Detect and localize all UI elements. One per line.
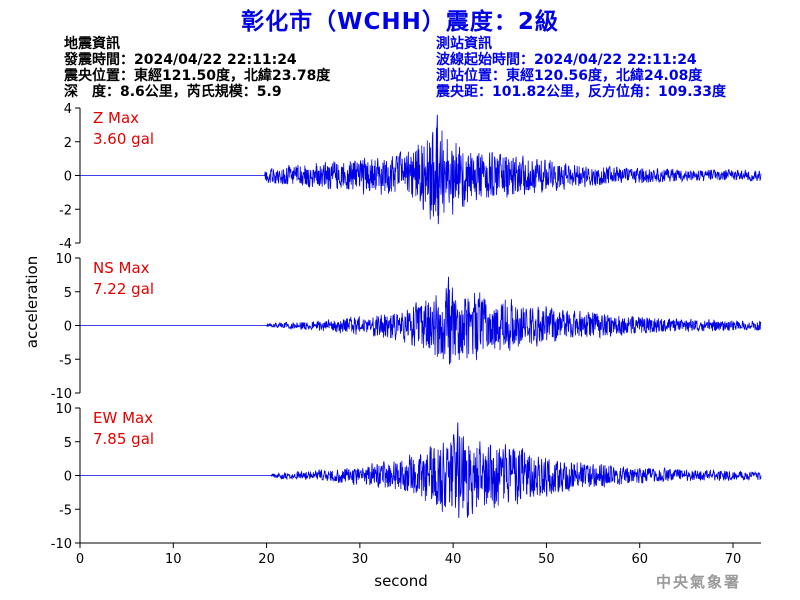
- y-tick-label-ew: -10: [51, 537, 72, 552]
- y-tick-label-z: -2: [59, 203, 72, 218]
- x-tick-label: 70: [725, 552, 742, 567]
- x-tick-label: 10: [165, 552, 182, 567]
- panel-peak-ew: 7.85 gal: [93, 430, 154, 448]
- y-tick-label-ew: 0: [64, 470, 72, 485]
- station-info-heading: 測站資訊: [436, 36, 492, 52]
- x-axis-label: second: [374, 572, 428, 590]
- x-tick-label: 0: [76, 552, 84, 567]
- y-tick-label-ns: 10: [55, 252, 72, 267]
- y-tick-label-z: 2: [64, 136, 72, 151]
- earthquake-info: 地震資訊 發震時間：2024/04/22 22:11:24 震央位置：東經121…: [64, 36, 330, 100]
- y-tick-label-ew: -5: [59, 503, 72, 518]
- y-tick-label-ns: -10: [51, 387, 72, 402]
- waveform-z: [80, 127, 762, 220]
- panel-label-z: Z Max: [93, 109, 139, 127]
- y-tick-label-ns: 0: [64, 320, 72, 335]
- x-tick-label: 60: [631, 552, 648, 567]
- y-tick-label-ew: 5: [64, 436, 72, 451]
- y-tick-label-z: 4: [64, 102, 72, 117]
- peak-spike-z: [435, 114, 440, 225]
- panel-peak-ns: 7.22 gal: [93, 280, 154, 298]
- panel-peak-z: 3.60 gal: [93, 130, 154, 148]
- y-tick-label-ns: -5: [59, 353, 72, 368]
- depth-magnitude: 深 度：8.6公里，芮氏規模：5.9: [64, 84, 282, 100]
- x-tick-label: 30: [352, 552, 369, 567]
- epicenter-location: 震央位置：東經121.50度，北緯23.78度: [64, 68, 331, 84]
- y-tick-label-ns: 5: [64, 286, 72, 301]
- agency-watermark: 中央氣象署: [656, 573, 742, 591]
- y-tick-label-z: 0: [64, 170, 72, 185]
- station-info: 測站資訊 波線起始時間：2024/04/22 22:11:24 測站位置：東經1…: [436, 36, 726, 100]
- peak-spike-ns: [447, 276, 451, 365]
- wave-start-time: 波線起始時間：2024/04/22 22:11:24: [436, 52, 697, 68]
- epicentral-distance: 震央距：101.82公里，反方位角：109.33度: [436, 84, 727, 100]
- waveform-ns: [80, 287, 762, 364]
- y-tick-label-ew: 10: [55, 402, 72, 417]
- y-tick-label-z: -4: [59, 237, 72, 252]
- earthquake-info-heading: 地震資訊: [64, 36, 120, 52]
- chart-title: 彰化市（WCHH）震度：2級: [241, 9, 559, 35]
- y-axis-label: acceleration: [23, 256, 41, 348]
- station-location: 測站位置：東經120.56度，北緯24.08度: [436, 68, 703, 84]
- x-tick-label: 50: [538, 552, 555, 567]
- peak-spike-ew: [456, 422, 461, 518]
- waveform-ew: [80, 433, 762, 518]
- panel-label-ns: NS Max: [93, 259, 150, 277]
- x-tick-label: 40: [445, 552, 462, 567]
- panel-label-ew: EW Max: [93, 409, 153, 427]
- earthquake-time: 發震時間：2024/04/22 22:11:24: [64, 52, 297, 68]
- x-tick-label: 20: [258, 552, 275, 567]
